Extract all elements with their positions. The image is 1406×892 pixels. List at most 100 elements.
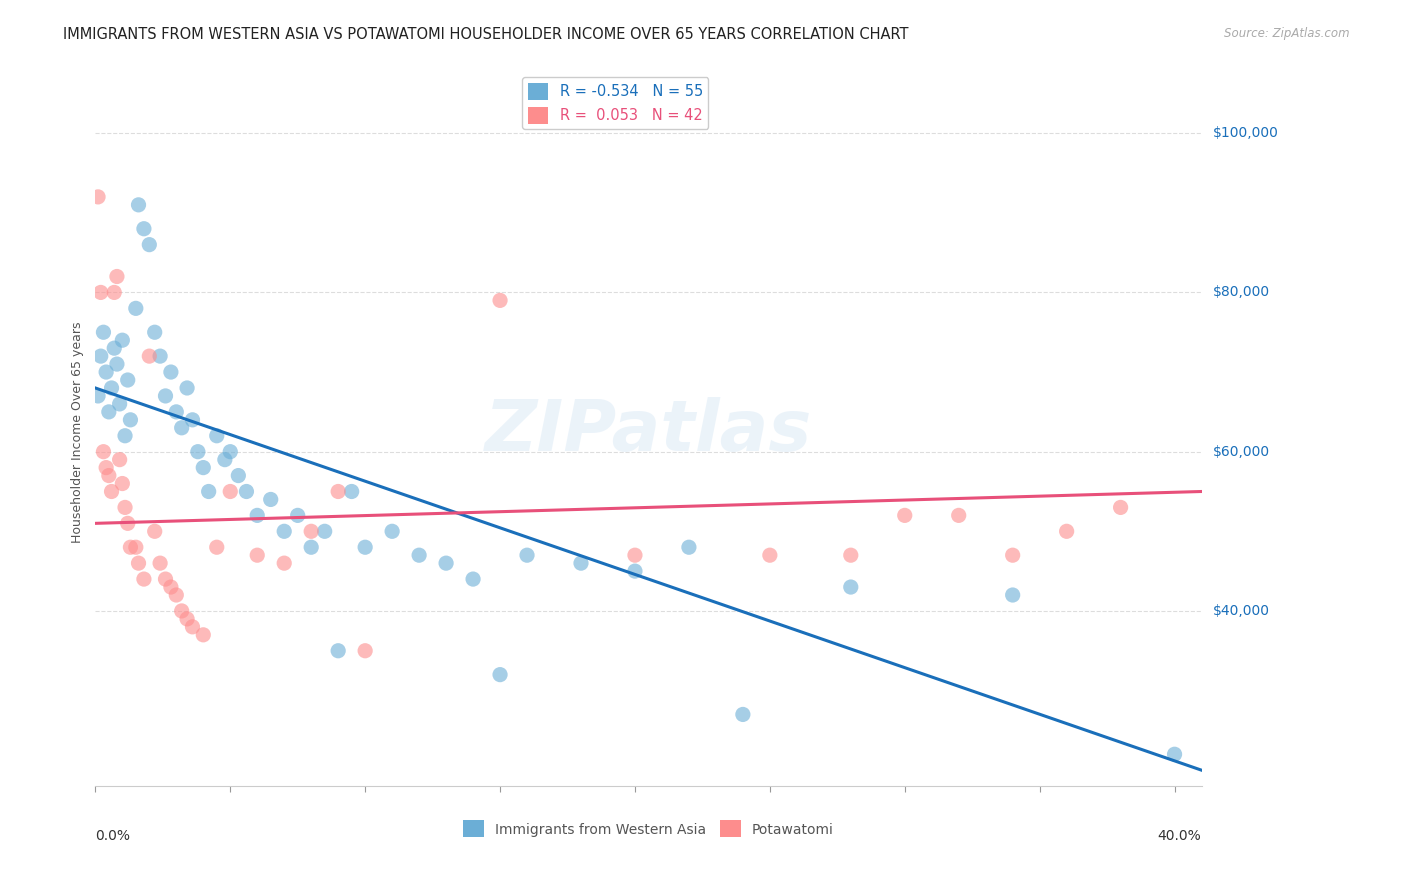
Point	[893, 508, 915, 523]
Point	[143, 524, 166, 539]
Point	[1056, 524, 1078, 539]
Point	[111, 476, 134, 491]
Point	[354, 644, 377, 658]
Point	[328, 644, 350, 658]
Point	[228, 468, 250, 483]
Point	[948, 508, 970, 523]
Point	[128, 556, 150, 570]
Point	[97, 468, 120, 483]
Point	[111, 333, 134, 347]
Point	[516, 548, 538, 562]
Point	[93, 444, 115, 458]
Point	[314, 524, 336, 539]
Point	[193, 460, 215, 475]
Point	[246, 508, 269, 523]
Point	[1001, 588, 1024, 602]
Point	[205, 429, 228, 443]
Point	[381, 524, 404, 539]
Point	[117, 516, 139, 531]
Y-axis label: Householder Income Over 65 years: Householder Income Over 65 years	[72, 321, 84, 542]
Point	[108, 397, 131, 411]
Point	[434, 556, 457, 570]
Point	[187, 444, 209, 458]
Point	[93, 325, 115, 339]
Point	[193, 628, 215, 642]
Point	[165, 588, 187, 602]
Point	[461, 572, 484, 586]
Text: $60,000: $60,000	[1212, 445, 1270, 458]
Point	[1109, 500, 1132, 515]
Point	[176, 381, 198, 395]
Point	[143, 325, 166, 339]
Point	[132, 572, 155, 586]
Point	[489, 293, 512, 308]
Text: ZIPatlas: ZIPatlas	[485, 397, 813, 467]
Point	[1163, 747, 1185, 762]
Point	[114, 500, 136, 515]
Point	[1001, 548, 1024, 562]
Point	[117, 373, 139, 387]
Text: 0.0%: 0.0%	[96, 829, 131, 843]
Point	[138, 237, 160, 252]
Point	[114, 429, 136, 443]
Point	[328, 484, 350, 499]
Point	[100, 381, 122, 395]
Point	[100, 484, 122, 499]
Point	[354, 540, 377, 554]
Point	[125, 540, 148, 554]
Point	[731, 707, 754, 722]
Point	[299, 540, 322, 554]
Point	[219, 484, 242, 499]
Point	[299, 524, 322, 539]
Point	[90, 285, 112, 300]
Point	[489, 667, 512, 681]
Point	[839, 580, 862, 594]
Text: $80,000: $80,000	[1212, 285, 1270, 300]
Point	[160, 365, 183, 379]
Point	[94, 365, 117, 379]
Point	[120, 413, 142, 427]
Text: Source: ZipAtlas.com: Source: ZipAtlas.com	[1225, 27, 1350, 40]
Point	[839, 548, 862, 562]
Point	[235, 484, 257, 499]
Point	[408, 548, 430, 562]
Point	[108, 452, 131, 467]
Point	[128, 198, 150, 212]
Point	[181, 620, 204, 634]
Point	[120, 540, 142, 554]
Point	[155, 572, 177, 586]
Point	[132, 221, 155, 235]
Point	[273, 556, 295, 570]
Point	[90, 349, 112, 363]
Text: $40,000: $40,000	[1212, 604, 1270, 618]
Point	[624, 564, 647, 578]
Point	[205, 540, 228, 554]
Point	[138, 349, 160, 363]
Point	[87, 190, 110, 204]
Point	[197, 484, 219, 499]
Point	[181, 413, 204, 427]
Point	[94, 460, 117, 475]
Point	[97, 405, 120, 419]
Point	[219, 444, 242, 458]
Point	[155, 389, 177, 403]
Point	[149, 349, 172, 363]
Point	[246, 548, 269, 562]
Point	[103, 341, 125, 355]
Text: 40.0%: 40.0%	[1157, 829, 1202, 843]
Point	[214, 452, 236, 467]
Text: $100,000: $100,000	[1212, 126, 1278, 140]
Point	[176, 612, 198, 626]
Point	[160, 580, 183, 594]
Point	[678, 540, 700, 554]
Point	[273, 524, 295, 539]
Point	[105, 357, 128, 371]
Text: IMMIGRANTS FROM WESTERN ASIA VS POTAWATOMI HOUSEHOLDER INCOME OVER 65 YEARS CORR: IMMIGRANTS FROM WESTERN ASIA VS POTAWATO…	[63, 27, 908, 42]
Point	[759, 548, 782, 562]
Point	[287, 508, 309, 523]
Point	[103, 285, 125, 300]
Point	[149, 556, 172, 570]
Point	[170, 421, 193, 435]
Point	[624, 548, 647, 562]
Point	[569, 556, 592, 570]
